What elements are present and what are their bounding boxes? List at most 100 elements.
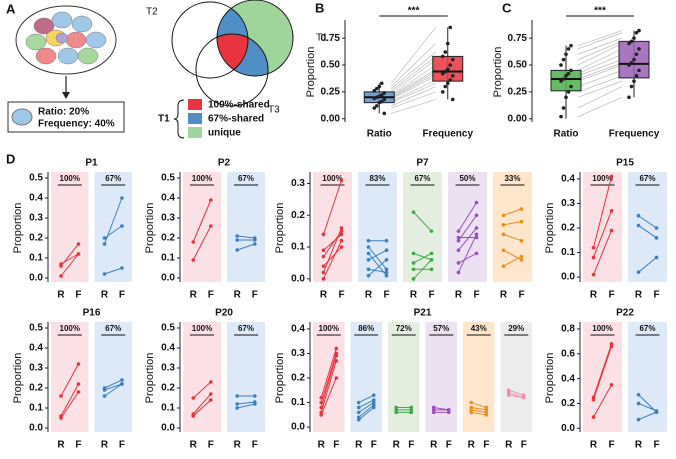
x-tick-label: Ratio [367,129,392,140]
x-tick-label: R [234,290,242,301]
legend-swatch [188,127,202,138]
point [371,405,376,410]
pair-line [638,225,657,239]
point [321,254,326,259]
pair-line [593,343,612,398]
point [253,242,257,246]
point [191,414,195,418]
pair-line [368,246,387,270]
y-tick-label: 0.00 [508,113,528,124]
point [321,264,326,268]
point [469,400,474,405]
pair-line [358,402,375,413]
pair-line [638,402,657,412]
point [654,226,659,230]
pair-line [391,51,436,89]
y-tick-label: 0.5 [161,173,175,184]
point [321,270,326,275]
x-tick-label: Frequency [609,129,660,140]
x-tick-label: R [590,290,598,301]
point [561,106,566,110]
venn-circle [195,33,269,107]
arrow-head [62,92,70,99]
pair-line [577,30,623,46]
pair-line [60,253,79,265]
pair-line [593,384,612,418]
x-tick-label: R [320,290,328,301]
venn: T1 T2 T3 T1 100%-shared 67%-shared uniqu… [146,0,328,139]
group-background [183,322,221,432]
point [120,378,124,382]
pair-line [320,353,337,403]
pair-line [458,202,477,232]
x-tick-label: F [208,440,214,451]
y-tick-label: 0.2 [561,398,575,409]
point [456,261,461,265]
point [356,410,361,415]
point [356,400,361,405]
point [448,78,453,82]
point [209,380,213,384]
point [191,240,195,244]
point [366,267,371,272]
x-tick-label: R [590,440,598,451]
point [654,236,659,240]
group-label: 67% [105,324,121,333]
y-axis-label: Proportion [12,353,24,404]
point [409,410,414,415]
pair-line [323,180,342,235]
group-label: 67% [414,174,430,183]
point [209,398,213,402]
panel-label: B [315,0,324,15]
bracket-label: T1 [158,114,170,125]
pair-line [577,96,623,117]
pair-line [391,91,436,109]
point [569,84,573,89]
point [474,200,479,205]
point [440,71,445,76]
point [334,354,339,358]
point [566,47,571,51]
point [632,79,636,83]
x-tick-label: R [635,440,643,451]
pair-line [391,43,436,87]
point [636,401,641,406]
pair-line [577,70,623,87]
pair-line [60,383,79,417]
pair-line [577,37,623,55]
pair-line [391,79,436,102]
point [59,274,63,278]
y-tick-label: 0.00 [321,113,341,124]
point [609,174,614,179]
point [209,198,213,202]
point [564,52,568,57]
point [591,255,596,260]
y-axis-label: Proportion [144,353,156,404]
point [429,257,434,262]
pair-line [358,404,375,418]
pair-line [368,259,387,277]
significance: *** [408,6,420,17]
group-label: 33% [504,174,520,183]
y-tick-label: 0.0 [29,423,43,434]
point [559,114,563,119]
group-background [350,322,382,432]
x-tick-label: Frequency [422,129,473,140]
x-tick-label: F [446,440,452,451]
point [443,69,448,74]
point [59,394,63,398]
significance: *** [594,6,606,17]
x-tick-label: F [119,290,125,301]
point [76,390,81,394]
legend-swatch [188,113,202,124]
point [484,413,489,417]
pair-line [391,82,436,103]
x-tick-label: R [57,290,65,301]
point [456,270,461,275]
x-tick-label: F [521,440,527,451]
point [450,73,455,78]
point [120,266,124,270]
pair-line [320,355,337,408]
venn-circle [216,0,294,77]
point [411,210,416,214]
